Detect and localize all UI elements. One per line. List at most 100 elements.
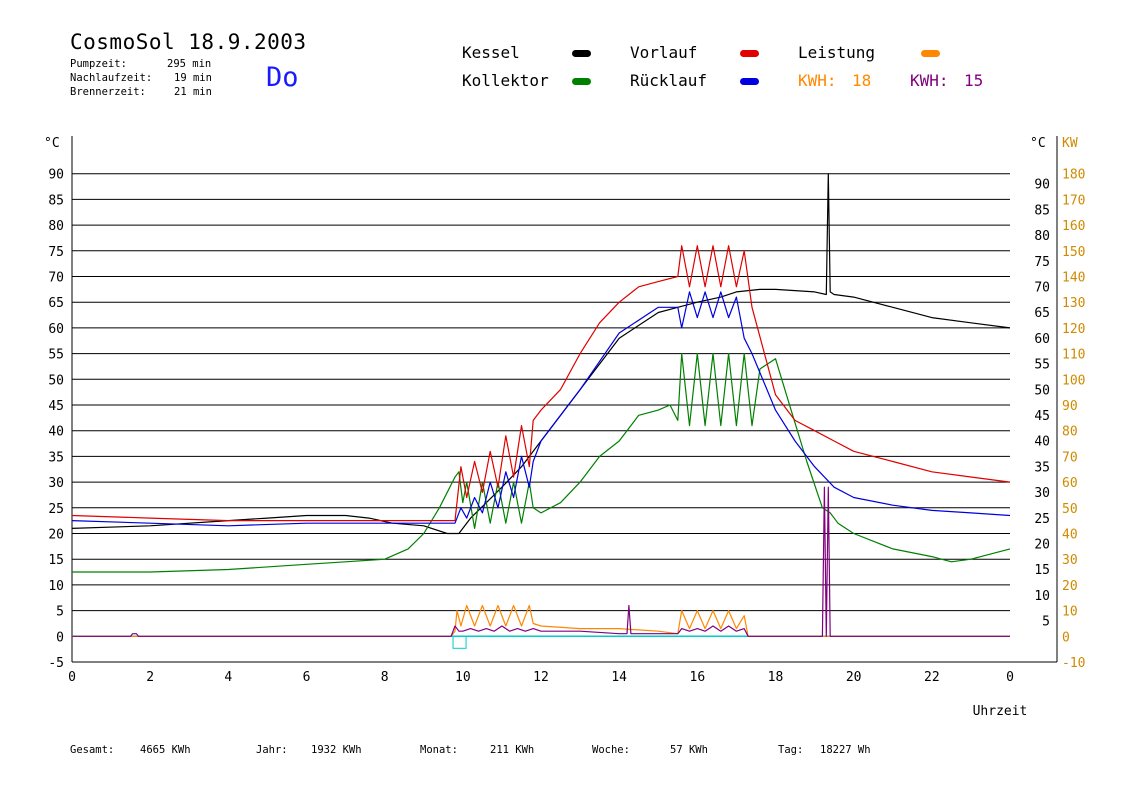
stat-brennerzeit-label: Brennerzeit:	[70, 86, 146, 98]
y-tick-label: -5	[48, 656, 64, 671]
y-tick-label: 70	[48, 271, 64, 286]
footer-gesamt-value: 4665 KWh	[140, 744, 191, 756]
y-tick-right-label: 70	[1034, 281, 1050, 296]
weekday-label: Do	[266, 62, 299, 93]
y2-tick-label: 180	[1062, 168, 1085, 183]
footer-jahr-value: 1932 KWh	[311, 744, 362, 756]
y-tick-right-label: 40	[1034, 435, 1050, 450]
series-line	[72, 353, 1011, 573]
legend-kwh1-value: 18	[852, 71, 872, 90]
y2-tick-label: 100	[1062, 373, 1085, 388]
footer-woche-value: 57 KWh	[670, 744, 708, 756]
y-tick-right-label: 10	[1034, 589, 1050, 604]
legend-kwh2-value: 15	[964, 71, 984, 90]
x-tick-label: 4	[224, 670, 232, 685]
x-tick-label: 12	[533, 670, 549, 685]
series-line	[71, 245, 1011, 522]
y-tick-right-label: 60	[1034, 332, 1050, 347]
y-tick-right-label: 80	[1034, 229, 1050, 244]
y-tick-label: 55	[48, 348, 64, 363]
y-tick-label: 45	[48, 399, 64, 414]
y-tick-right-label: 15	[1034, 563, 1050, 578]
y2-tick-label: 20	[1062, 579, 1078, 594]
y2-tick-label: 60	[1062, 476, 1078, 491]
y-tick-right-label: 45	[1034, 409, 1050, 424]
y-tick-label: 40	[48, 425, 64, 440]
y-tick-right-label: 85	[1034, 203, 1050, 218]
legend-ruecklauf-label: Rücklauf	[630, 71, 708, 90]
y-tick-label: 5	[56, 605, 64, 620]
y2-tick-label: 150	[1062, 245, 1085, 260]
y-tick-right-label: 35	[1034, 460, 1050, 475]
footer-monat-label: Monat:	[420, 744, 458, 756]
y2-tick-label: 0	[1062, 630, 1070, 645]
series-line	[71, 291, 1011, 527]
y-tick-label: 75	[48, 245, 64, 260]
y-tick-right-label: 30	[1034, 486, 1050, 501]
y-tick-right-label: 55	[1034, 358, 1050, 373]
x-tick-label: 18	[768, 670, 784, 685]
y-tick-right-label: 20	[1034, 538, 1050, 553]
y-tick-label: 50	[48, 373, 64, 388]
legend-kollektor-swatch	[572, 78, 591, 85]
y-tick-label: 25	[48, 502, 64, 517]
footer-woche-label: Woche:	[592, 744, 630, 756]
y2-tick-label: 130	[1062, 296, 1085, 311]
y2-tick-label: 70	[1062, 450, 1078, 465]
legend-kollektor-label: Kollektor	[462, 71, 549, 90]
y2-tick-label: 40	[1062, 528, 1078, 543]
y-tick-label: 80	[48, 219, 64, 234]
footer-monat-value: 211 KWh	[490, 744, 535, 756]
y-axis-right-label: °C	[1030, 136, 1046, 151]
footer-tag-label: Tag:	[778, 744, 804, 756]
y2-tick-label: -10	[1062, 656, 1085, 671]
y-tick-label: 15	[48, 553, 64, 568]
legend-kwh1-label: KWH:	[798, 71, 837, 90]
baseline-marker	[452, 635, 467, 649]
y2-tick-label: 110	[1062, 348, 1085, 363]
x-tick-label: 0	[68, 670, 76, 685]
stat-pumpzeit-label: Pumpzeit:	[70, 58, 127, 70]
y-tick-right-label: 5	[1042, 615, 1050, 630]
chart-title: CosmoSol 18.9.2003	[70, 30, 307, 54]
x-tick-label: 6	[303, 670, 311, 685]
footer-jahr-label: Jahr:	[256, 744, 288, 756]
series-line	[72, 486, 1010, 637]
x-tick-label: 22	[924, 670, 940, 685]
x-tick-label: 14	[611, 670, 627, 685]
y-tick-label: 90	[48, 168, 64, 183]
stat-nachlaufzeit-value: 19 min	[174, 72, 212, 84]
x-tick-label: 16	[690, 670, 706, 685]
legend-kessel-label: Kessel	[462, 43, 520, 62]
y-tick-label: 65	[48, 296, 64, 311]
footer-tag-value: 18227 Wh	[820, 744, 871, 756]
footer-gesamt-label: Gesamt:	[70, 744, 115, 756]
legend-kessel-swatch	[572, 50, 591, 57]
y-axis-label: °C	[44, 136, 60, 151]
y2-tick-label: 10	[1062, 605, 1078, 620]
y2-tick-label: 90	[1062, 399, 1078, 414]
y2-tick-label: 140	[1062, 271, 1085, 286]
y-tick-right-label: 25	[1034, 512, 1050, 527]
y-tick-label: 0	[56, 630, 64, 645]
legend-leistung-swatch	[921, 50, 940, 57]
y-tick-label: 10	[48, 579, 64, 594]
series-line	[71, 173, 1011, 535]
x-tick-label: 10	[455, 670, 471, 685]
legend-vorlauf-swatch	[740, 50, 759, 57]
y2-tick-label: 170	[1062, 193, 1085, 208]
y2-tick-label: 80	[1062, 425, 1078, 440]
stat-nachlaufzeit-label: Nachlaufzeit:	[70, 72, 153, 84]
x-tick-label: 0	[1006, 670, 1014, 685]
x-tick-label: 8	[381, 670, 389, 685]
legend-vorlauf-label: Vorlauf	[630, 43, 698, 62]
y2-axis-label: KW	[1062, 136, 1078, 151]
y2-tick-label: 30	[1062, 553, 1078, 568]
legend-kwh2-label: KWH:	[910, 71, 949, 90]
y-tick-label: 60	[48, 322, 64, 337]
x-axis-label: Uhrzeit	[973, 704, 1028, 719]
y-tick-right-label: 65	[1034, 306, 1050, 321]
y2-tick-label: 50	[1062, 502, 1078, 517]
x-tick-label: 2	[146, 670, 154, 685]
